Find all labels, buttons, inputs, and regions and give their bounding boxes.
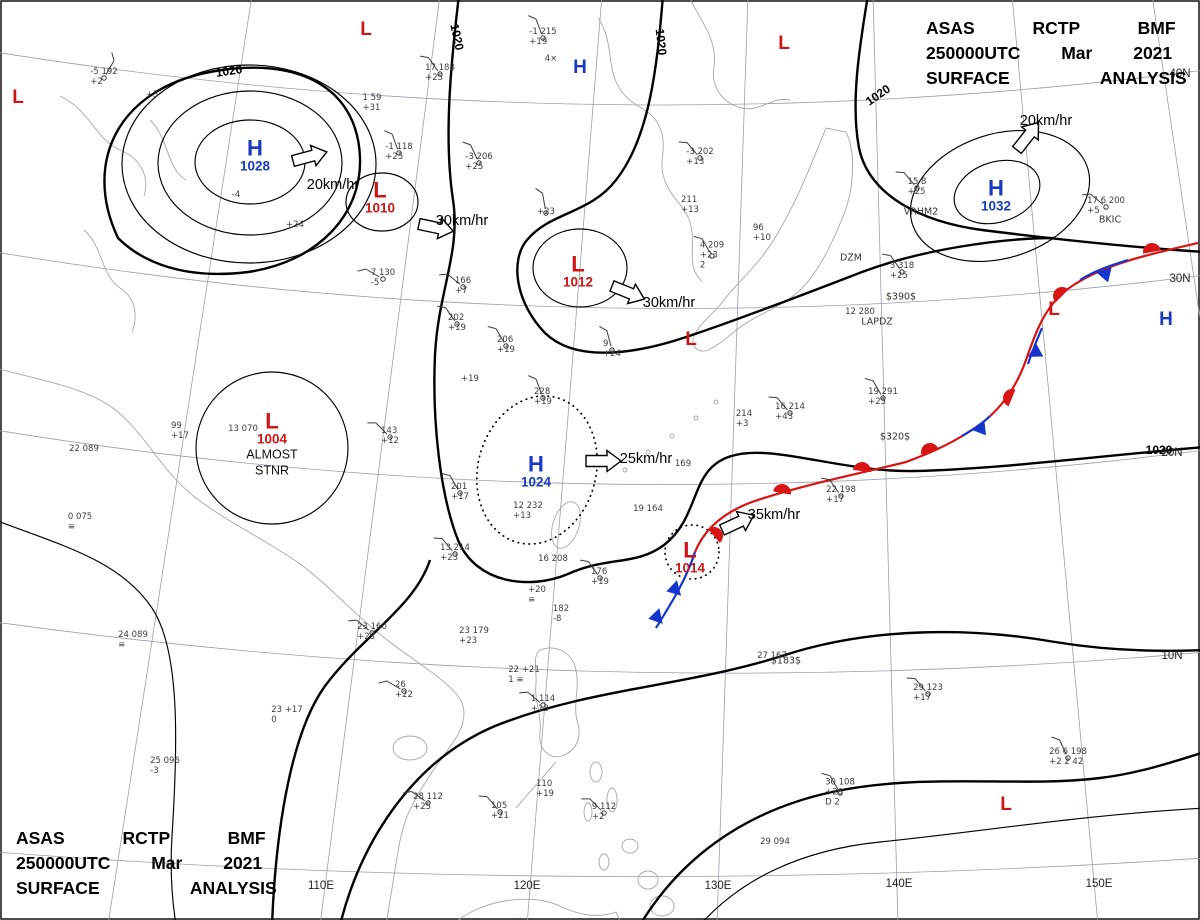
wind-barb-icon (478, 795, 503, 815)
isobar-dotted-layer (475, 395, 720, 580)
title-line-2: 250000UTC Mar 2021 (926, 43, 1173, 63)
wind-arrow-icon (609, 279, 646, 305)
wind-arrow-icon (585, 449, 623, 473)
wind-barb-icon (384, 130, 402, 156)
wind-barb-icon (895, 171, 920, 191)
wind-barb-icon (348, 619, 375, 636)
wind-barb-icon (528, 375, 546, 401)
title-line-3: SURFACE ANALYSIS (16, 878, 277, 898)
wind-arrow-icon (417, 216, 455, 240)
chart-title-top: ASAS RCTP BMF 250000UTC Mar 2021 SURFACE… (926, 16, 1188, 91)
wind-barb-icon (581, 798, 607, 816)
wind-barb-icon (1082, 193, 1109, 210)
wind-barb-icon (678, 141, 703, 161)
wind-barb-icon (821, 477, 844, 499)
wind-barb-icon (528, 15, 546, 41)
wind-barb-icon (367, 422, 393, 440)
wind-barb-icon (864, 378, 886, 401)
wind-barb-icon (462, 141, 482, 166)
wind-barb-icon (821, 773, 843, 796)
front-layer (648, 241, 1199, 629)
wind-barb-icon (882, 253, 905, 275)
warm-front-symbols (708, 243, 1161, 543)
wind-arrow-icon (1011, 121, 1040, 155)
wind-barb-icon (580, 559, 603, 581)
title-line-1: ASAS RCTP BMF (926, 18, 1176, 38)
cold-front-symbols (648, 267, 1112, 624)
wind-barb-icon (437, 305, 460, 327)
wind-barb-icon (439, 273, 466, 290)
isobar-thin-layer (0, 64, 1200, 920)
wind-arrow-icon (718, 510, 755, 536)
wind-barb-icon (906, 677, 931, 697)
wind-barb-icon (1051, 736, 1071, 761)
wind-barb-icon (599, 326, 615, 353)
wind-barb-icon (487, 326, 509, 349)
wind-barb-icon (433, 537, 458, 557)
wind-arrow-icon (290, 144, 328, 168)
isobar-bold-layer (103, 0, 1200, 920)
title-line-2: 250000UTC Mar 2021 (16, 853, 263, 873)
coastline-layer (0, 0, 853, 920)
warm-front-line (693, 460, 907, 553)
wind-barb-icon (693, 236, 715, 259)
wind-barb-icon (403, 791, 431, 806)
chart-title-bottom: ASAS RCTP BMF 250000UTC Mar 2021 SURFACE… (16, 826, 278, 901)
title-line-3: SURFACE ANALYSIS (926, 68, 1187, 88)
wind-barb-icon (420, 55, 443, 77)
wind-barb-icon (535, 188, 549, 216)
wind-barb-icon (378, 680, 407, 694)
wind-barb-icon (357, 268, 386, 282)
dynamic-symbol-layer (101, 15, 1109, 816)
wind-barb-icon (101, 52, 115, 81)
wind-barb-icon (519, 691, 546, 708)
title-line-1: ASAS RCTP BMF (16, 828, 266, 848)
wind-barb-icon (441, 473, 463, 496)
wind-barb-icon (768, 396, 793, 416)
